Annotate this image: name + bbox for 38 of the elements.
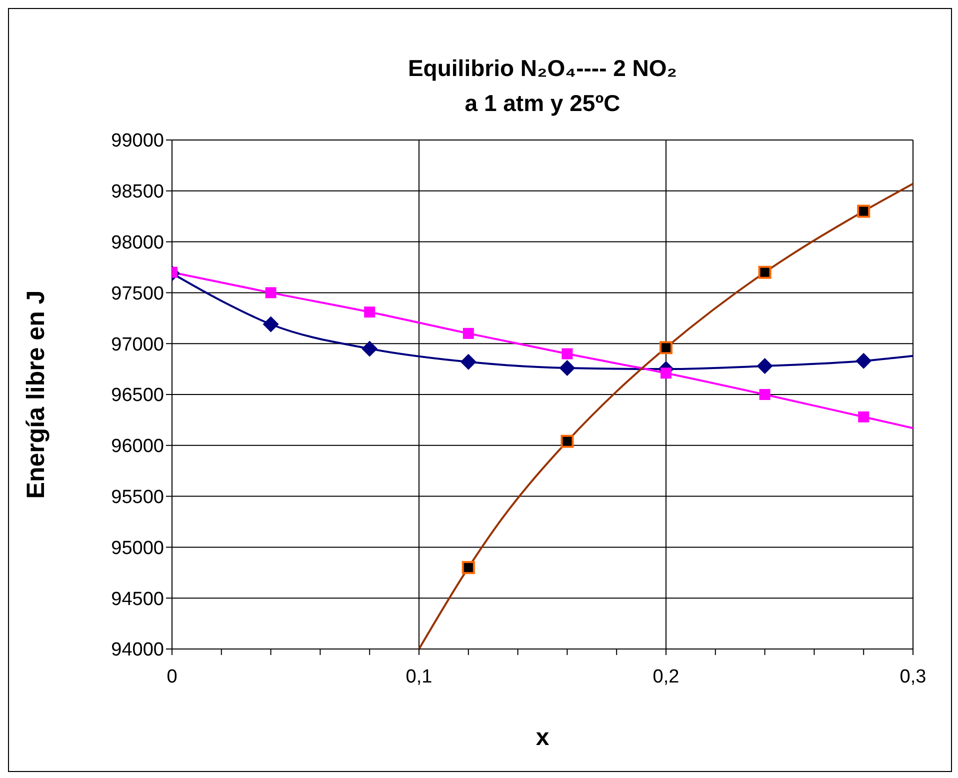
y-tick-label: 97000 [111,334,164,356]
point [262,316,279,332]
y-tick-label: 95000 [111,538,164,559]
y-tick-label: 98000 [111,232,164,254]
point [265,287,276,298]
point [758,266,772,279]
y-tick-label: 94500 [111,588,164,610]
point [462,328,474,339]
point [759,389,770,400]
chart-subtitle: a 1 atm y 25ºC [464,90,622,117]
point [660,341,672,354]
point [364,306,376,318]
y-tick-label: 99000 [111,130,164,152]
point [362,340,378,357]
x-tick-label: 0,3 [900,666,926,688]
point [462,561,475,574]
point [857,204,870,218]
point [858,411,870,422]
point [856,352,872,369]
point [660,368,672,379]
y-axis-title: Energía libre en J [22,290,50,499]
point [560,434,574,448]
point [562,348,573,360]
x-tick-label: 0,2 [652,666,680,688]
x-tick-label: 0 [166,666,178,688]
y-tick-label: 95500 [111,487,164,508]
point [756,358,773,374]
x-tick-label: 0,1 [406,666,432,688]
line-series [418,182,913,649]
y-tick-label: 96500 [111,385,164,406]
chart-title: Equilibrio N₂O₄---- 2 NO₂ [406,55,678,82]
x-axis-title: x [536,724,550,751]
y-tick-label: 94000 [111,640,164,661]
y-tick-label: 98500 [111,182,164,203]
point [559,360,576,376]
y-tick-label: 96000 [111,436,164,458]
point [460,354,476,370]
y-tick-label: 97500 [111,283,164,304]
